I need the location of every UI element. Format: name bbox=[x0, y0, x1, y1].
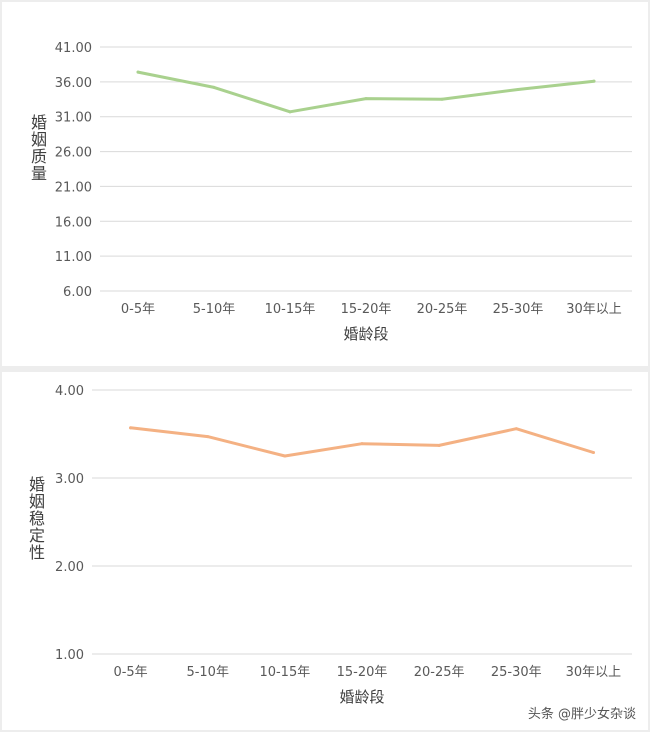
y-tick-label: 6.00 bbox=[63, 285, 92, 300]
x-tick-label: 20-25年 bbox=[417, 302, 468, 317]
data-point bbox=[288, 110, 292, 114]
data-point bbox=[437, 443, 441, 447]
y-tick-label: 1.00 bbox=[55, 648, 84, 663]
y-axis-title-stability: 婚姻稳定性 bbox=[26, 476, 45, 561]
y-axis-title-quality: 婚姻质量 bbox=[28, 114, 47, 182]
x-tick-label: 5-10年 bbox=[186, 665, 229, 680]
data-point bbox=[136, 70, 140, 74]
y-tick-label: 31.00 bbox=[55, 111, 92, 126]
data-point bbox=[206, 435, 210, 439]
data-point bbox=[591, 450, 595, 454]
y-tick-label: 2.00 bbox=[55, 560, 84, 575]
x-axis-title: 婚龄段 bbox=[339, 688, 384, 706]
y-tick-label: 3.00 bbox=[55, 472, 84, 487]
x-tick-label: 5-10年 bbox=[193, 302, 236, 317]
x-tick-label: 25-30年 bbox=[491, 665, 542, 680]
series-line bbox=[136, 70, 596, 114]
series-line bbox=[129, 426, 595, 458]
chart-panel-marriage-stability: 1.00 2.00 3.00 4.00 0-5年 5-10年 10-15年 15-20年 20-… bbox=[2, 372, 648, 730]
x-tick-label: 30年以上 bbox=[566, 302, 622, 317]
x-tick-label: 20-25年 bbox=[414, 665, 465, 680]
data-point bbox=[364, 97, 368, 101]
watermark: 头条 @胖少女杂谈 bbox=[527, 707, 636, 722]
x-axis-title: 婚龄段 bbox=[343, 325, 388, 343]
data-point bbox=[360, 442, 364, 446]
y-tick-label: 26.00 bbox=[55, 146, 92, 161]
data-point bbox=[129, 426, 133, 430]
y-tick-label: 16.00 bbox=[55, 215, 92, 230]
data-point bbox=[283, 454, 287, 458]
data-point bbox=[440, 97, 444, 101]
data-point bbox=[516, 88, 520, 92]
y-tick-label: 21.00 bbox=[55, 180, 92, 195]
x-tick-label: 15-20年 bbox=[337, 665, 388, 680]
marriage-quality-chart: 6.00 11.00 16.00 21.00 26.00 31.00 36.00 41.00 0… bbox=[55, 41, 632, 343]
x-tick-label: 30年以上 bbox=[566, 665, 622, 680]
data-point bbox=[514, 427, 518, 431]
x-tick-label: 15-20年 bbox=[341, 302, 392, 317]
marriage-stability-chart: 1.00 2.00 3.00 4.00 0-5年 5-10年 10-15年 15-20年 20-… bbox=[55, 384, 632, 706]
x-tick-label: 10-15年 bbox=[259, 665, 310, 680]
x-tick-label: 10-15年 bbox=[265, 302, 316, 317]
data-point bbox=[592, 79, 596, 83]
y-tick-label: 36.00 bbox=[55, 76, 92, 91]
y-tick-label: 41.00 bbox=[55, 41, 92, 56]
data-point bbox=[212, 85, 216, 89]
x-tick-label: 0-5年 bbox=[113, 665, 147, 680]
y-tick-label: 4.00 bbox=[55, 384, 84, 399]
x-tick-label: 25-30年 bbox=[493, 302, 544, 317]
chart-panel-marriage-quality: 6.00 11.00 16.00 21.00 26.00 31.00 36.00 41.00 0… bbox=[2, 2, 648, 366]
x-tick-label: 0-5年 bbox=[121, 302, 155, 317]
y-tick-label: 11.00 bbox=[55, 250, 92, 265]
